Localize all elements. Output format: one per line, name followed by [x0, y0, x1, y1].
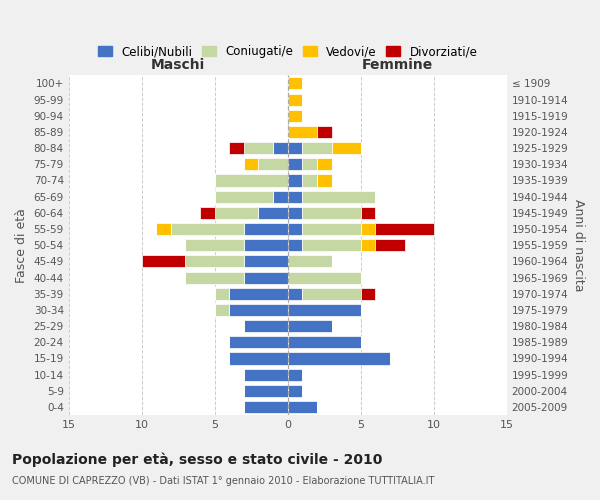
Bar	[200, 207, 215, 219]
Bar	[302, 174, 317, 186]
Bar	[287, 272, 361, 283]
Bar	[244, 401, 287, 413]
Bar	[273, 142, 287, 154]
Bar	[287, 385, 302, 397]
Bar	[244, 385, 287, 397]
Text: Maschi: Maschi	[151, 58, 205, 72]
Text: COMUNE DI CAPREZZO (VB) - Dati ISTAT 1° gennaio 2010 - Elaborazione TUTTITALIA.I: COMUNE DI CAPREZZO (VB) - Dati ISTAT 1° …	[12, 476, 434, 486]
Bar	[273, 190, 287, 202]
Bar	[287, 256, 331, 268]
Bar	[302, 190, 376, 202]
Bar	[287, 126, 317, 138]
Bar	[287, 142, 302, 154]
Bar	[171, 223, 244, 235]
Bar	[287, 94, 302, 106]
Bar	[331, 142, 361, 154]
Bar	[287, 78, 302, 90]
Bar	[185, 272, 244, 283]
Bar	[361, 239, 376, 252]
Bar	[244, 142, 273, 154]
Bar	[361, 207, 376, 219]
Bar	[317, 126, 331, 138]
Bar	[302, 207, 361, 219]
Bar	[244, 239, 287, 252]
Bar	[215, 190, 273, 202]
Bar	[302, 142, 331, 154]
Bar	[317, 158, 331, 170]
Bar	[287, 158, 302, 170]
Bar	[361, 223, 376, 235]
Bar	[302, 288, 361, 300]
Bar	[287, 223, 302, 235]
Bar	[376, 223, 434, 235]
Bar	[156, 223, 171, 235]
Bar	[142, 256, 185, 268]
Bar	[229, 288, 287, 300]
Bar	[185, 239, 244, 252]
Bar	[229, 304, 287, 316]
Legend: Celibi/Nubili, Coniugati/e, Vedovi/e, Divorziati/e: Celibi/Nubili, Coniugati/e, Vedovi/e, Di…	[93, 40, 482, 63]
Bar	[287, 239, 302, 252]
Bar	[287, 304, 361, 316]
Bar	[259, 158, 287, 170]
Bar	[287, 336, 361, 348]
Bar	[215, 304, 229, 316]
Bar	[215, 207, 259, 219]
Bar	[259, 207, 287, 219]
Bar	[244, 320, 287, 332]
Bar	[215, 288, 229, 300]
Bar	[302, 239, 361, 252]
Bar	[287, 207, 302, 219]
Bar	[229, 352, 287, 364]
Bar	[244, 223, 287, 235]
Y-axis label: Fasce di età: Fasce di età	[15, 208, 28, 282]
Bar	[376, 239, 404, 252]
Bar	[302, 158, 317, 170]
Bar	[244, 368, 287, 381]
Bar	[302, 223, 361, 235]
Bar	[185, 256, 244, 268]
Text: Femmine: Femmine	[362, 58, 433, 72]
Y-axis label: Anni di nascita: Anni di nascita	[572, 199, 585, 292]
Bar	[244, 272, 287, 283]
Text: Popolazione per età, sesso e stato civile - 2010: Popolazione per età, sesso e stato civil…	[12, 452, 382, 467]
Bar	[287, 110, 302, 122]
Bar	[287, 401, 317, 413]
Bar	[244, 256, 287, 268]
Bar	[244, 158, 259, 170]
Bar	[229, 142, 244, 154]
Bar	[287, 320, 331, 332]
Bar	[317, 174, 331, 186]
Bar	[287, 190, 302, 202]
Bar	[215, 174, 287, 186]
Bar	[361, 288, 376, 300]
Bar	[287, 352, 390, 364]
Bar	[287, 288, 302, 300]
Bar	[287, 368, 302, 381]
Bar	[287, 174, 302, 186]
Bar	[229, 336, 287, 348]
